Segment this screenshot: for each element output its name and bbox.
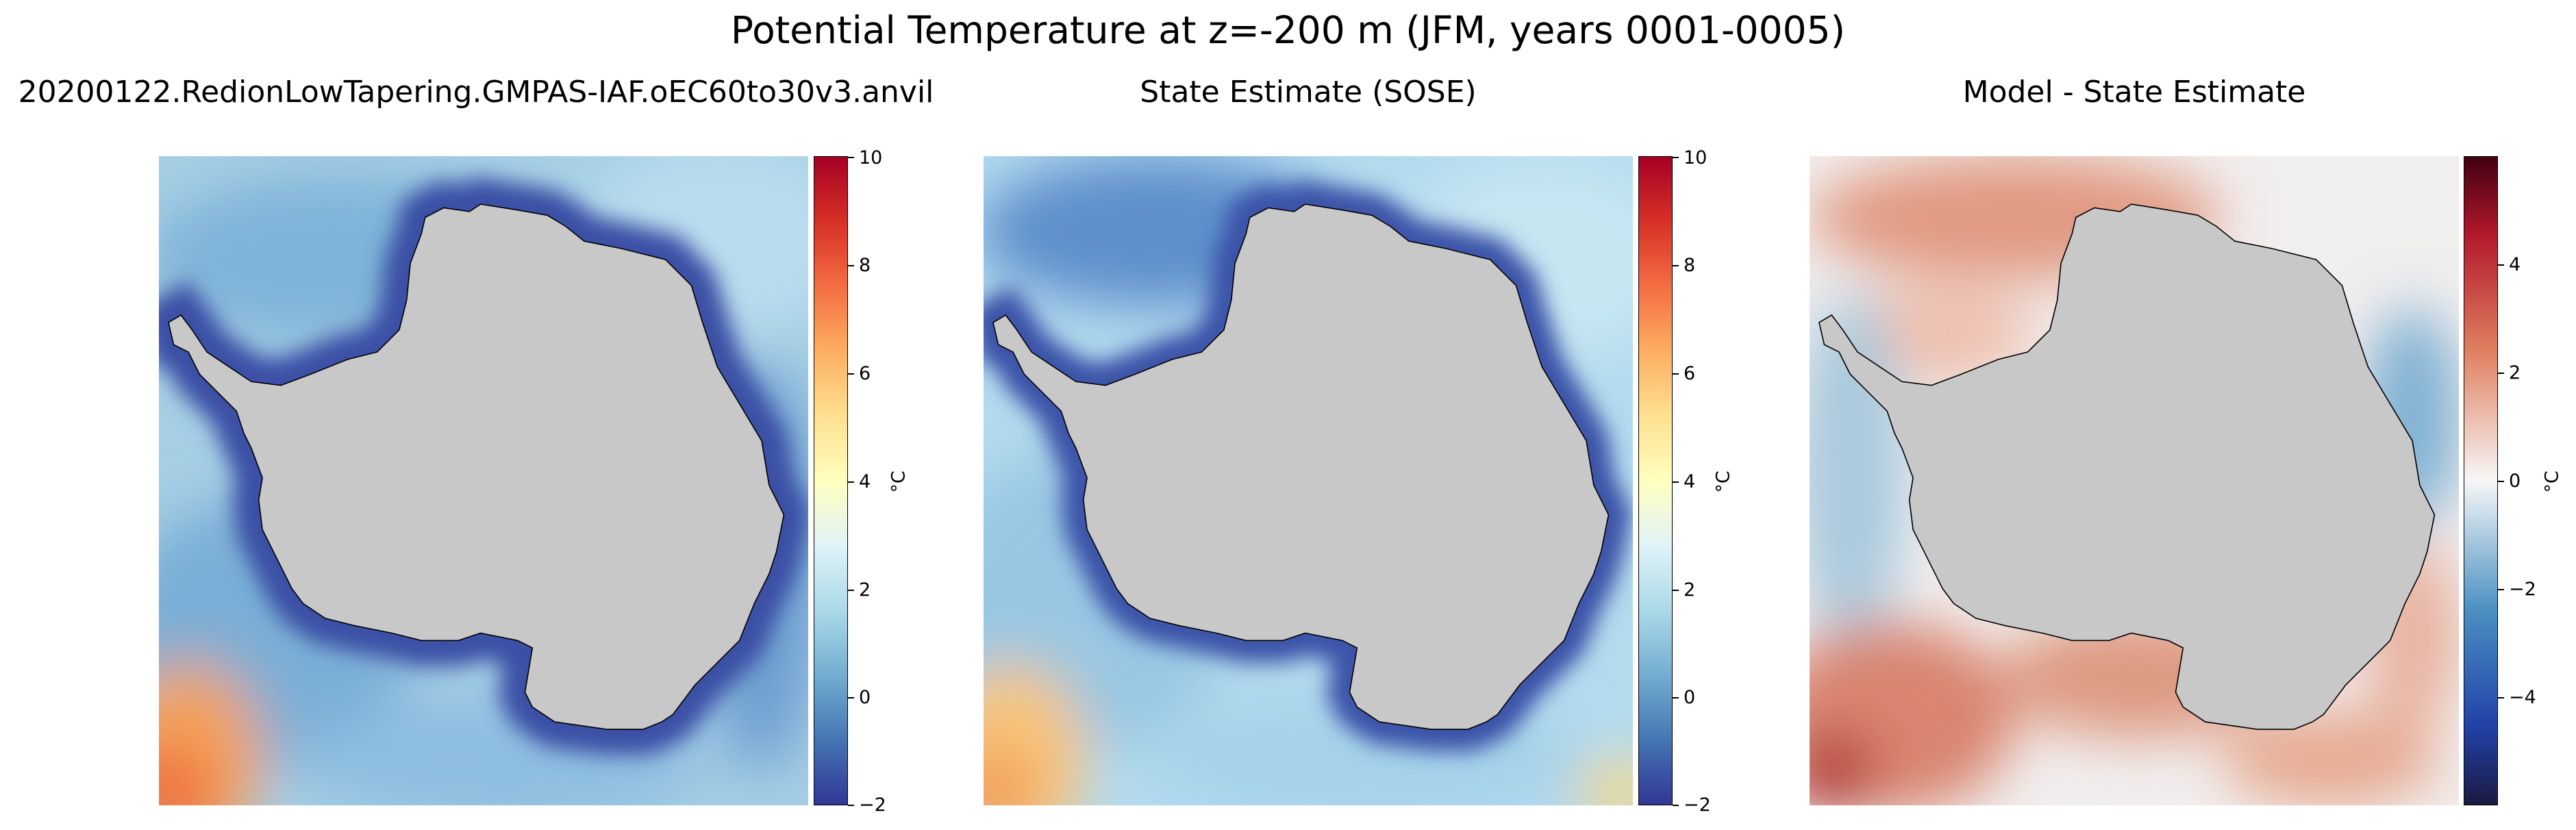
panel-title-difference: Model - State Estimate xyxy=(1962,75,2306,110)
map-temperature-difference xyxy=(1768,156,2460,814)
tick-label: 10 xyxy=(1684,147,1708,168)
tick-label: 6 xyxy=(859,363,871,384)
panel-title-model: 20200122.RedionLowTapering.GMPAS-IAF.oEC… xyxy=(18,75,934,110)
colorbar-unit-label: °C xyxy=(888,470,910,493)
map-model-temperature xyxy=(111,142,858,830)
colorbar-unit-label: °C xyxy=(1712,470,1734,493)
tick-label: 2 xyxy=(1684,579,1696,601)
colorbar-difference xyxy=(2464,156,2498,805)
tick-label: 4 xyxy=(2509,254,2521,275)
tick-label: 4 xyxy=(859,471,871,492)
map-sose-temperature xyxy=(929,156,1682,830)
tick-label: 4 xyxy=(1684,471,1696,492)
tick-label: 8 xyxy=(1684,255,1696,276)
tick-label: 10 xyxy=(859,147,883,168)
tick-label: 0 xyxy=(2509,470,2521,492)
panel-title-sose: State Estimate (SOSE) xyxy=(1140,75,1477,110)
tick-label: −4 xyxy=(2509,687,2536,708)
tick-label: 8 xyxy=(859,255,871,276)
colorbar-sose xyxy=(1638,156,1673,805)
tick-label: −2 xyxy=(2509,579,2536,600)
tick-label: −2 xyxy=(1684,794,1711,816)
tick-label: 0 xyxy=(1684,687,1696,708)
tick-label: −2 xyxy=(859,794,886,816)
colorbar-model xyxy=(814,156,848,805)
tick-label: 0 xyxy=(859,687,871,708)
tick-label: 6 xyxy=(1684,363,1696,384)
colorbar-unit-label: °C xyxy=(2541,470,2563,493)
figure-title: Potential Temperature at z=-200 m (JFM, … xyxy=(730,8,1846,52)
tick-label: 2 xyxy=(859,579,871,601)
tick-label: 2 xyxy=(2509,362,2521,383)
